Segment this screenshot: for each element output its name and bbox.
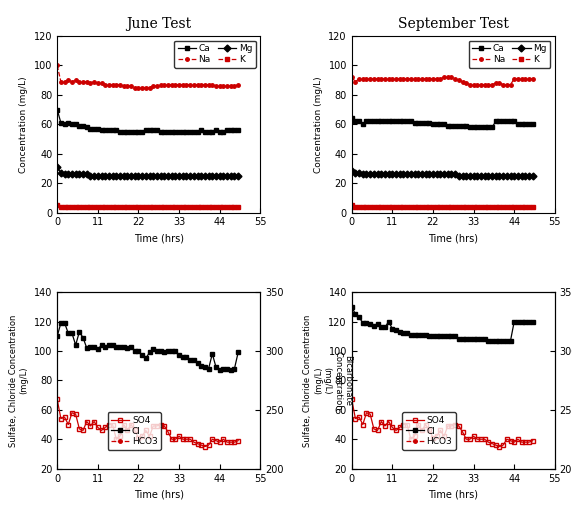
Title: June Test: June Test: [126, 16, 191, 31]
X-axis label: Time (hrs): Time (hrs): [428, 489, 478, 499]
X-axis label: Time (hrs): Time (hrs): [134, 489, 184, 499]
Y-axis label: Concentration (mg/L): Concentration (mg/L): [19, 76, 28, 173]
Y-axis label: Concentration (mg/L): Concentration (mg/L): [314, 76, 323, 173]
Legend: SO4, Cl, HCO3: SO4, Cl, HCO3: [402, 412, 456, 450]
Legend: Ca, Na, Mg, K: Ca, Na, Mg, K: [468, 41, 550, 67]
Title: September Test: September Test: [398, 16, 509, 31]
X-axis label: Time (hrs): Time (hrs): [428, 233, 478, 243]
X-axis label: Time (hrs): Time (hrs): [134, 233, 184, 243]
Legend: Ca, Na, Mg, K: Ca, Na, Mg, K: [174, 41, 256, 67]
Y-axis label: Bicarbonate
Concentration
(mg/L): Bicarbonate Concentration (mg/L): [323, 351, 352, 410]
Y-axis label: Sulfate, Chloride Concentration
(mg/L): Sulfate, Chloride Concentration (mg/L): [9, 314, 28, 447]
Legend: SO4, Cl, HCO3: SO4, Cl, HCO3: [108, 412, 161, 450]
Y-axis label: Sulfate, Chloride Concentration
(mg/L): Sulfate, Chloride Concentration (mg/L): [303, 314, 323, 447]
